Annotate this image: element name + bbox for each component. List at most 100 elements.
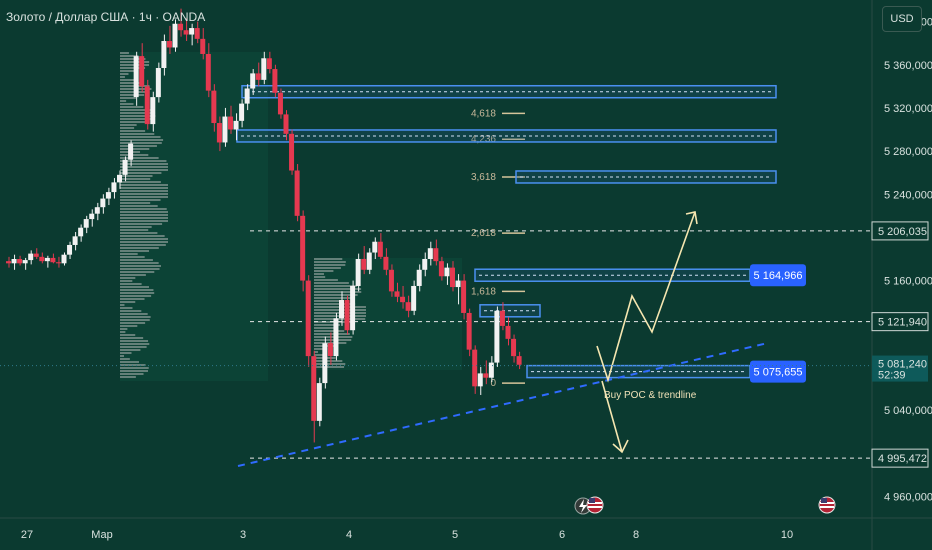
profile-bar <box>120 202 151 204</box>
candle-body <box>411 285 417 311</box>
profile-bar <box>120 325 138 327</box>
profile-bar <box>120 166 168 168</box>
candle-body <box>166 41 172 48</box>
fib-label: 3,618 <box>471 172 496 183</box>
candle-body <box>305 280 311 357</box>
profile-bar <box>120 247 159 249</box>
candle-body <box>361 259 367 270</box>
candle <box>89 209 95 227</box>
candle-body <box>178 23 184 31</box>
profile-bar <box>314 360 343 362</box>
candle-body <box>394 291 400 297</box>
fib-label: 1,618 <box>471 286 496 297</box>
candle <box>233 113 239 141</box>
profile-bar <box>314 324 340 326</box>
candle <box>283 110 289 141</box>
candle-body <box>422 259 428 270</box>
flag-stripe <box>820 506 834 508</box>
zone-box <box>474 264 806 287</box>
candle <box>266 51 272 74</box>
candle-body <box>22 260 28 264</box>
flag-canton <box>589 498 595 503</box>
candle-body <box>344 300 350 331</box>
x-tick-label: Мар <box>91 529 113 541</box>
candle <box>261 51 267 85</box>
candle <box>94 202 100 221</box>
candle-body <box>438 261 444 277</box>
profile-bar <box>120 337 144 339</box>
volume-profile <box>314 258 462 370</box>
candle-body <box>161 41 167 68</box>
candle-body <box>333 318 339 357</box>
x-tick-label: 6 <box>559 529 565 541</box>
candle <box>61 252 67 266</box>
projection-arrowhead-down <box>612 439 629 454</box>
profile-bar <box>314 339 352 341</box>
candle-body <box>205 53 211 91</box>
candle <box>494 306 500 367</box>
profile-bar <box>120 346 147 348</box>
profile-bar <box>120 223 163 225</box>
candle-body <box>83 219 89 228</box>
candle <box>205 43 211 98</box>
candle <box>333 312 339 361</box>
candle-body <box>427 248 433 259</box>
profile-bar <box>120 235 165 237</box>
profile-bar <box>120 208 167 210</box>
profile-bar <box>314 303 356 305</box>
currency-button[interactable]: USD <box>882 6 922 32</box>
candle <box>455 274 461 305</box>
bar-countdown-label: 52:39 <box>878 370 906 382</box>
profile-bar <box>314 297 351 299</box>
candle-body <box>466 312 472 350</box>
candle <box>394 282 400 303</box>
candle-body <box>450 267 455 288</box>
candle <box>355 253 361 292</box>
profile-bar <box>120 109 151 111</box>
candle-body <box>355 259 361 286</box>
profile-bar <box>120 214 168 216</box>
price-level-label: 4 995,472 <box>878 453 927 465</box>
x-tick-label: 3 <box>240 529 246 541</box>
candle <box>361 246 367 275</box>
candle <box>117 170 122 189</box>
candle-body <box>494 310 500 363</box>
profile-bar <box>120 322 146 324</box>
candle <box>505 317 511 346</box>
candle-body <box>311 356 317 421</box>
profile-bar <box>120 112 156 114</box>
candle-body <box>300 215 306 281</box>
candle-body <box>283 114 289 134</box>
profile-bar <box>314 264 346 266</box>
candle <box>100 194 106 214</box>
profile-bar <box>120 349 141 351</box>
candle <box>78 224 84 242</box>
profile-bar <box>120 298 145 300</box>
candle-body <box>261 58 267 80</box>
candle-body <box>155 67 161 98</box>
candle <box>39 252 45 264</box>
candle-body <box>499 310 505 326</box>
candle <box>466 308 472 357</box>
profile-bar <box>314 258 343 260</box>
y-tick-label: 5 280,000 <box>884 146 932 158</box>
zone-box <box>515 170 777 184</box>
projection-path-up <box>596 211 696 383</box>
profile-bar <box>120 103 134 105</box>
profile-bar <box>120 178 151 180</box>
y-tick-label: 5 240,000 <box>884 189 932 201</box>
profile-bar <box>314 276 326 278</box>
profile-bar <box>120 106 144 108</box>
candle-body <box>511 338 517 357</box>
zone-box <box>236 129 777 143</box>
profile-bar <box>120 310 142 312</box>
chart-title: Золото / Доллар США · 1ч · OANDA <box>6 10 206 24</box>
candle-body <box>61 254 67 264</box>
profile-bar <box>120 130 146 132</box>
candle <box>33 248 39 259</box>
profile-bar <box>120 175 153 177</box>
profile-bar <box>120 370 149 372</box>
zone-box <box>479 304 541 318</box>
